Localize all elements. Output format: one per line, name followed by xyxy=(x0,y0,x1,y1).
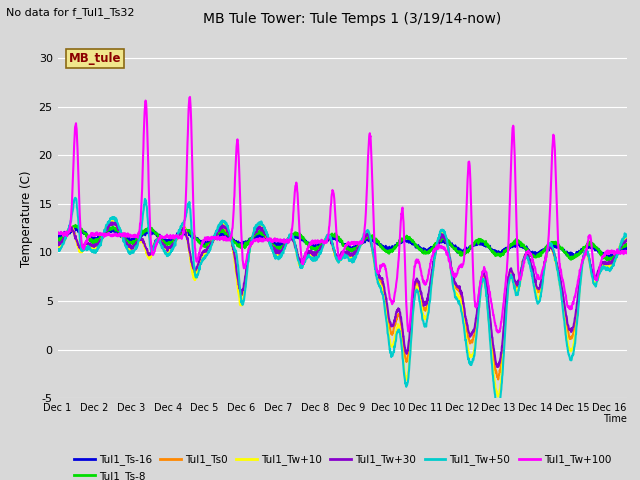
Text: No data for f_Tul1_Ts32: No data for f_Tul1_Ts32 xyxy=(6,7,135,18)
Text: MB Tule Tower: Tule Temps 1 (3/19/14-now): MB Tule Tower: Tule Temps 1 (3/19/14-now… xyxy=(203,12,501,26)
Y-axis label: Temperature (C): Temperature (C) xyxy=(20,170,33,267)
Text: MB_tule: MB_tule xyxy=(69,52,122,65)
Text: Time: Time xyxy=(604,414,627,424)
Legend: Tul1_Ts-16, Tul1_Ts-8, Tul1_Ts0, Tul1_Tw+10, Tul1_Tw+30, Tul1_Tw+50, Tul1_Tw+100: Tul1_Ts-16, Tul1_Ts-8, Tul1_Ts0, Tul1_Tw… xyxy=(70,450,615,480)
